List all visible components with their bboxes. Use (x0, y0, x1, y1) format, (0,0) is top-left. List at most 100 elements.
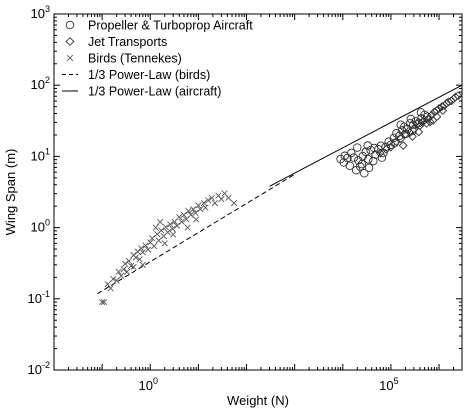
data-point (118, 272, 125, 279)
data-point (379, 148, 388, 158)
data-point (230, 199, 238, 207)
data-point (136, 256, 143, 263)
data-point (218, 196, 225, 203)
tick-labels: 10-2 10-1 100 101 102 103 100 105 (28, 4, 399, 393)
data-point (360, 168, 369, 178)
data-point (364, 163, 374, 173)
data-point (156, 218, 164, 226)
data-point (115, 268, 122, 275)
data-point (422, 118, 431, 128)
data-point (138, 245, 145, 252)
data-point (451, 92, 460, 102)
data-point (423, 114, 433, 123)
data-point (407, 131, 417, 141)
data-point (167, 221, 174, 228)
data-point (453, 91, 463, 101)
data-point (416, 108, 426, 117)
data-point (386, 142, 396, 152)
data-point (427, 110, 437, 120)
data-point (110, 275, 117, 283)
data-point (121, 260, 129, 267)
data-point (438, 106, 448, 115)
data-point (432, 112, 442, 122)
legend-label: 1/3 Power-Law (birds) (88, 68, 210, 82)
data-point (369, 143, 379, 153)
data-point (139, 249, 146, 256)
legend-label: Jet Transports (88, 35, 167, 49)
legend-label: Birds (Tennekes) (88, 52, 182, 66)
data-point (193, 216, 200, 223)
data-point (150, 242, 158, 250)
y-tick-label: 10-1 (28, 289, 50, 306)
legend-marker (65, 37, 75, 46)
data-point (152, 224, 159, 231)
data-point (161, 240, 168, 247)
data-point (178, 218, 185, 225)
data-point (187, 211, 195, 218)
data-point (125, 257, 133, 265)
data-point (197, 206, 204, 213)
y-tick-label: 102 (31, 75, 50, 92)
data-point (195, 202, 202, 209)
data-point (185, 207, 192, 215)
data-point (414, 118, 424, 128)
data-point (211, 199, 218, 207)
y-tick-label: 101 (31, 146, 50, 163)
data-point (347, 148, 356, 158)
legend-symbol (65, 20, 75, 30)
data-point (104, 281, 111, 288)
data-point (361, 147, 370, 157)
legend-label: Propeller & Turboprop Aircraft (88, 19, 253, 33)
data-point (180, 211, 188, 218)
data-point (205, 197, 212, 204)
data-point (357, 159, 367, 169)
data-point (369, 156, 378, 166)
data-point (200, 199, 207, 207)
data-point (398, 141, 408, 150)
data-point (149, 235, 156, 242)
data-point (208, 194, 215, 202)
data-point (184, 224, 191, 231)
data-point (169, 225, 176, 232)
data-point (225, 194, 232, 201)
data-point (99, 298, 106, 306)
y-tick-label: 103 (31, 4, 50, 21)
data-point (396, 134, 406, 144)
data-point (192, 209, 199, 216)
data-point (355, 162, 365, 171)
data-point (381, 142, 390, 152)
data-point (170, 231, 177, 238)
data-point (409, 124, 419, 134)
data-point (162, 224, 169, 231)
data-point (130, 263, 137, 271)
data-point (139, 261, 146, 268)
data-point (377, 153, 387, 162)
power-law-lines (97, 84, 463, 295)
x-tick-label: 100 (139, 376, 158, 393)
data-point (164, 229, 171, 236)
data-point (375, 148, 385, 158)
data-point (400, 129, 410, 139)
data-point (113, 277, 120, 284)
legend-marker (65, 20, 75, 30)
series-line-4 (269, 84, 463, 187)
y-axis-label: Wing Span (m) (3, 149, 18, 236)
data-point (406, 114, 416, 124)
data-point (414, 127, 424, 137)
data-point (158, 227, 165, 234)
data-point (345, 161, 355, 170)
data-point (171, 218, 178, 225)
plot-frame (53, 13, 463, 371)
legend-symbol (66, 54, 74, 62)
data-point (434, 104, 444, 113)
data-point (123, 268, 131, 275)
data-point (142, 242, 149, 249)
data-point (437, 102, 447, 112)
y-tick-label: 100 (31, 218, 50, 235)
legend: Propeller & Turboprop Aircraft Jet Transp… (62, 19, 253, 99)
data-point (107, 285, 114, 292)
data-point (420, 115, 429, 125)
data-point (364, 155, 373, 164)
data-point (120, 266, 127, 273)
